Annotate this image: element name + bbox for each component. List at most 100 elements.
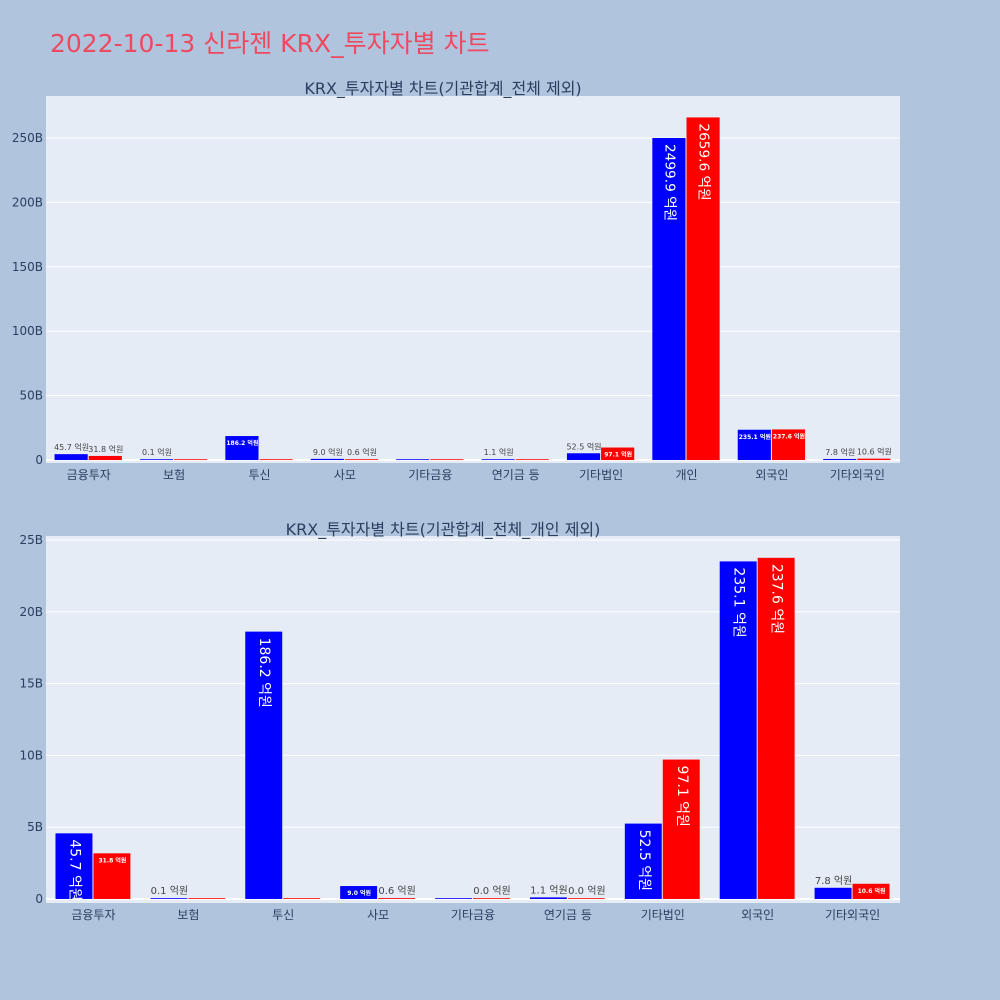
bar-blue <box>823 459 857 461</box>
data-label: 186.2 억원 <box>226 439 258 447</box>
bar-blue <box>435 898 472 899</box>
bar-red <box>771 429 806 461</box>
bar-blue <box>652 138 686 461</box>
y-tick-label: 5B <box>27 820 43 834</box>
bar-red <box>344 459 379 461</box>
data-label: 237.6 억원 <box>769 564 785 634</box>
data-label: 31.8 억원 <box>88 444 123 454</box>
x-tick-label: 사모 <box>367 908 389 922</box>
x-tick-label: 보험 <box>177 908 199 922</box>
y-tick-label: 10B <box>19 748 43 762</box>
bar-blue <box>396 459 430 461</box>
y-tick-label: 50B <box>19 389 43 403</box>
data-label: 31.8 억원 <box>98 856 126 864</box>
bar-red <box>88 455 122 461</box>
bar-blue <box>624 823 662 899</box>
bar-red <box>757 557 795 899</box>
bar-red <box>601 447 635 461</box>
x-tick-label: 기타법인 <box>579 468 623 482</box>
data-label: 9.0 억원 <box>313 447 343 457</box>
data-label: 186.2 억원 <box>256 638 272 708</box>
data-label: 0.0 억원 <box>568 885 605 897</box>
x-tick-label: 연기금 등 <box>492 468 540 482</box>
bar-blue <box>340 886 378 899</box>
data-label: 235.1 억원 <box>739 433 771 441</box>
y-tick-label: 200B <box>12 195 43 209</box>
bar-blue <box>814 887 852 899</box>
bar-blue <box>54 454 88 461</box>
data-label: 237.6 억원 <box>773 432 805 440</box>
bar-blue <box>150 898 188 899</box>
bar-blue <box>139 459 174 461</box>
bar-red <box>473 898 510 899</box>
y-tick-label: 25B <box>19 533 43 547</box>
bar-red <box>283 898 321 899</box>
bar-red <box>174 459 208 461</box>
bar-blue <box>55 833 93 899</box>
data-label: 10.6 억원 <box>858 887 886 895</box>
bar-red <box>93 853 131 899</box>
bar-red <box>430 459 464 461</box>
x-tick-label: 외국인 <box>741 908 774 922</box>
data-label: 0.1 억원 <box>151 885 188 897</box>
data-label: 0.6 억원 <box>347 447 377 457</box>
plot-area <box>46 96 900 463</box>
x-tick-label: 개인 <box>675 468 697 482</box>
y-tick-label: 20B <box>19 605 43 619</box>
bar-red <box>857 458 891 461</box>
bar-red <box>686 117 720 461</box>
data-label: 9.0 억원 <box>347 889 371 897</box>
x-tick-label: 기타외국인 <box>825 908 880 922</box>
data-label: 52.5 억원 <box>566 441 601 451</box>
x-tick-label: 사모 <box>334 468 356 482</box>
data-label: 45.7 억원 <box>54 442 89 452</box>
data-label: 0.0 억원 <box>473 885 510 897</box>
y-tick-label: 0 <box>35 892 43 906</box>
data-label: 7.8 억원 <box>815 875 852 887</box>
data-label: 1.1 억원 <box>484 447 514 457</box>
data-label: 97.1 억원 <box>604 451 632 459</box>
x-tick-label: 기타외국인 <box>830 468 885 482</box>
x-tick-label: 외국인 <box>755 468 788 482</box>
data-label: 2659.6 억원 <box>696 123 712 200</box>
data-label: 52.5 억원 <box>636 830 652 891</box>
bar-red <box>567 898 605 899</box>
x-tick-label: 투신 <box>272 908 294 922</box>
y-tick-label: 15B <box>19 677 43 691</box>
chart-title: KRX_투자자별 차트(기관합계_전체_개인 제외) <box>286 520 601 540</box>
bar-red <box>188 898 226 899</box>
bar-blue <box>737 429 771 461</box>
data-label: 1.1 억원 <box>530 884 567 896</box>
bar-blue <box>245 631 283 899</box>
x-tick-label: 보험 <box>163 468 185 482</box>
bar-blue <box>481 459 515 461</box>
bar-red <box>515 459 549 461</box>
bar-blue <box>719 561 757 899</box>
bar-red <box>852 883 890 899</box>
page-title: 2022-10-13 신라젠 KRX_투자자별 차트 <box>50 29 490 58</box>
x-tick-label: 투신 <box>248 468 270 482</box>
bar-blue <box>529 897 567 899</box>
x-tick-label: 기타금융 <box>451 908 495 922</box>
y-tick-label: 0 <box>35 453 43 467</box>
bar-blue <box>310 458 344 461</box>
data-label: 7.8 억원 <box>825 447 855 457</box>
bar-red <box>662 759 700 899</box>
data-label: 0.1 억원 <box>142 447 172 457</box>
bar-red <box>259 459 293 461</box>
data-label: 45.7 억원 <box>66 839 82 900</box>
y-tick-label: 150B <box>12 260 43 274</box>
x-tick-label: 금융투자 <box>67 468 111 482</box>
data-label: 235.1 억원 <box>731 567 747 637</box>
x-tick-label: 기타법인 <box>641 908 685 922</box>
bar-blue <box>225 436 259 461</box>
bar-red <box>378 898 416 899</box>
x-tick-label: 연기금 등 <box>544 908 592 922</box>
data-label: 10.6 억원 <box>857 447 892 457</box>
data-label: 0.6 억원 <box>378 885 415 897</box>
bar-blue <box>566 453 601 461</box>
data-label: 97.1 억원 <box>674 766 690 827</box>
y-tick-label: 100B <box>12 324 43 338</box>
chart-title: KRX_투자자별 차트(기관합계_전체 제외) <box>304 79 581 99</box>
